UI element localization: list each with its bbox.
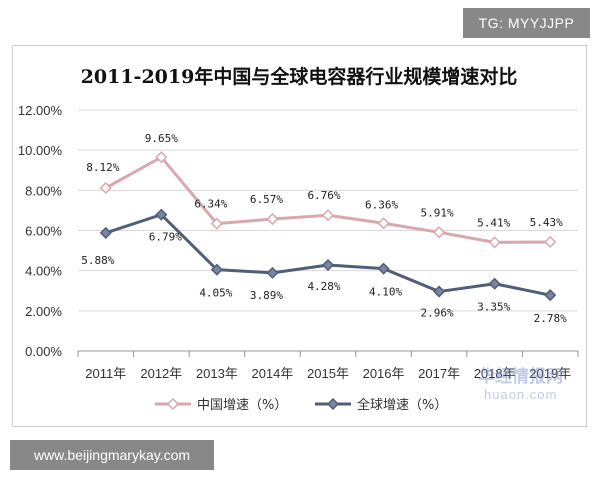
- data-point: [321, 209, 335, 222]
- y-tick-label: 10.00%: [18, 143, 63, 158]
- legend-label: 全球增速（%）: [357, 397, 447, 413]
- x-tick-label: 2014年: [251, 366, 293, 381]
- watermark-en: huaon.com: [484, 387, 558, 402]
- grid-layer: [78, 109, 578, 312]
- data-label: 5.41%: [477, 216, 510, 229]
- data-label: 6.36%: [365, 198, 398, 211]
- tg-label: TG: MYYJJPP: [463, 8, 590, 38]
- data-label: 4.28%: [307, 280, 340, 293]
- x-tick-label: 2016年: [363, 366, 405, 381]
- y-tick-label: 12.00%: [18, 103, 63, 118]
- y-tick-label: 0.00%: [25, 344, 62, 359]
- data-label: 3.89%: [250, 289, 283, 302]
- y-tick-label: 4.00%: [25, 264, 62, 279]
- data-label: 5.43%: [530, 216, 563, 229]
- data-label: 4.05%: [199, 287, 232, 300]
- x-tick-label: 2018年: [474, 366, 516, 381]
- data-label: 3.35%: [477, 301, 510, 314]
- data-label: 6.57%: [250, 193, 283, 206]
- data-point: [321, 258, 335, 272]
- data-point: [99, 181, 112, 194]
- watermark-cn: 华经情报网: [478, 367, 563, 387]
- legend-label: 中国增速（%）: [197, 398, 287, 413]
- y-tick-label: 8.00%: [25, 183, 62, 198]
- x-tick-label: 2013年: [196, 366, 238, 381]
- x-tick-label: 2017年: [418, 366, 460, 381]
- data-point: [544, 289, 557, 302]
- data-point: [488, 277, 501, 290]
- x-tick-label: 2012年: [140, 366, 182, 381]
- y-tick-label: 2.00%: [25, 304, 62, 319]
- data-label: 4.10%: [369, 286, 402, 299]
- data-label: 6.79%: [149, 231, 182, 244]
- data-point: [544, 235, 557, 249]
- data-label: 8.12%: [86, 161, 119, 174]
- data-label: 5.91%: [421, 206, 454, 219]
- data-point: [377, 217, 390, 230]
- data-point: [210, 263, 223, 276]
- data-label: 6.76%: [307, 189, 340, 202]
- x-tick-label: 2019年: [529, 366, 571, 381]
- data-point: [433, 285, 446, 298]
- data-point: [377, 262, 390, 275]
- x-tick-label: 2011年: [85, 366, 126, 381]
- data-point: [266, 212, 279, 226]
- data-point: [155, 208, 168, 221]
- data-point: [266, 266, 279, 279]
- data-label: 2.78%: [534, 312, 567, 325]
- chart-title: 2011-2019年中国与全球电容器行业规模增速对比: [81, 65, 518, 88]
- data-point: [210, 217, 223, 230]
- data-label: 5.88%: [81, 254, 114, 267]
- data-point: [155, 151, 168, 164]
- data-label: 9.65%: [145, 132, 178, 145]
- series-layer: 8.12% 9.65% 6.34% 6.57% 6.76% 6.36% 5.91% 5.41%…: [81, 132, 567, 325]
- site-url-label: www.beijingmarykay.com: [10, 440, 214, 470]
- legend-marker: [166, 397, 180, 411]
- legend-marker: [326, 397, 340, 411]
- data-label: 2.96%: [421, 307, 454, 320]
- y-tick-label: 6.00%: [25, 224, 62, 239]
- data-label: 6.34%: [194, 198, 227, 211]
- legend: 中国增速（%） 全球增速（%）: [155, 397, 447, 413]
- data-point: [488, 236, 501, 249]
- x-tick-label: 2015年: [307, 366, 349, 381]
- axis-layer: 0.00% 2.00% 4.00% 6.00% 8.00% 10.00% 12.00% 201…: [18, 103, 579, 381]
- data-point: [99, 226, 112, 239]
- data-point: [433, 226, 446, 239]
